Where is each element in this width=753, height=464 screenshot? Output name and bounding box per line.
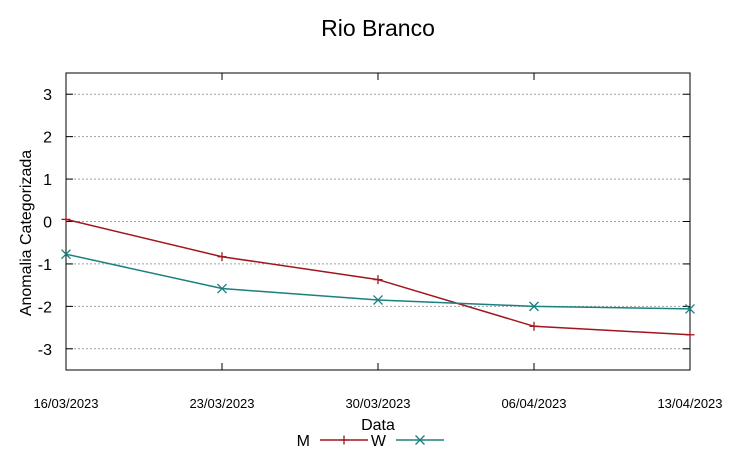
data-point-M [685,330,695,340]
marker-stroke [373,295,383,305]
data-point-W [373,295,383,305]
x-tick-label: 30/03/2023 [345,396,410,411]
x-tick-label: 06/04/2023 [501,396,566,411]
grid-lines [66,93,690,350]
y-axis-label: Anomalia Categorizada [18,150,35,316]
x-tick-label: 23/03/2023 [189,396,254,411]
marker-stroke [61,249,71,260]
legend-entry-W: W [371,433,444,450]
series-lines [61,214,695,340]
legend-entry-M: M [297,433,368,450]
y-tick-label: 2 [43,130,52,147]
marker-stroke [529,301,539,312]
chart-title: Rio Branco [321,15,435,41]
marker-stroke [217,283,227,294]
y-tick-label: -3 [38,342,52,359]
legend-marker [339,435,349,445]
y-tick-label: -1 [38,257,52,274]
y-tick-label: 1 [43,172,52,189]
data-point-W [685,303,695,314]
legend-label: W [371,433,387,450]
marker-stroke [685,303,695,314]
data-point-M [217,252,227,262]
marker-stroke [415,435,425,445]
x-tick-label: 13/04/2023 [657,396,722,411]
data-point-M [373,275,383,285]
y-axis-ticks: 3 2 1 0 -1 -2 -3 [38,87,690,359]
x-axis-label: Data [361,417,395,434]
data-point-W [217,283,227,294]
x-axis-ticks: 16/03/2023 23/03/2023 30/03/2023 06/04/2023… [33,73,723,411]
y-tick-label: 0 [43,215,52,232]
legend-label: M [297,433,310,450]
data-point-M [529,321,539,331]
data-point-M [61,214,71,224]
y-tick-label: -2 [38,299,52,316]
y-tick-label: 3 [43,87,52,104]
legend-marker [415,435,425,445]
data-point-W [529,301,539,312]
data-point-W [61,249,71,260]
x-tick-label: 16/03/2023 [33,396,98,411]
